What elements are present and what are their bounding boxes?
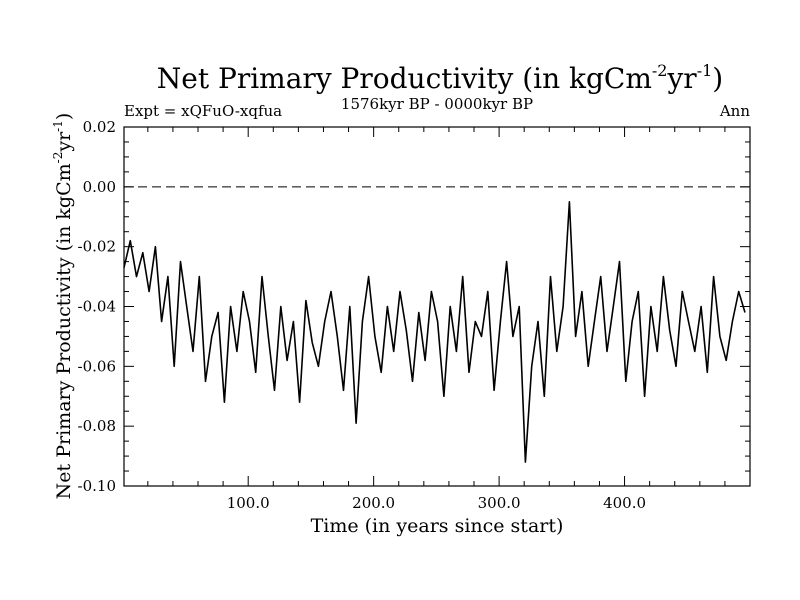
series-line (123, 201, 746, 463)
chart-title-main: Net Primary Productivity (in kgCm (157, 62, 652, 95)
y-tick-label: -0.08 (78, 417, 116, 435)
y-axis-label-exp1: -2 (51, 152, 65, 164)
subtitle-annual: Ann (719, 102, 750, 120)
subtitle-period: 1576kyr BP - 0000kyr BP (341, 95, 533, 113)
y-axis-label-close: ) (53, 113, 75, 120)
subtitle-experiment: Expt = xQFuO-xqfua (124, 102, 282, 120)
chart-title-mid: yr (666, 62, 697, 95)
x-tick-label: 300.0 (478, 494, 521, 512)
y-tick-label: -0.10 (78, 477, 116, 495)
y-axis-label: Net Primary Productivity (in kgCm-2yr-1) (51, 113, 75, 500)
chart-title-close: ) (712, 62, 723, 95)
x-tick-label: 100.0 (227, 494, 270, 512)
x-tick-label: 200.0 (352, 494, 395, 512)
plot-frame (123, 126, 751, 487)
plot-area: 100.0 200.0 300.0 400.0 0.02 0.00 -0.02 -0.04 -0… (78, 118, 751, 512)
y-axis-label-exp2: -1 (51, 120, 65, 132)
y-tick-label: -0.04 (78, 298, 116, 316)
y-tick-label: 0.02 (83, 118, 116, 136)
y-axis-label-main: Net Primary Productivity (in kgCm (53, 163, 75, 499)
y-tick-label: -0.02 (78, 238, 116, 256)
chart-title: Net Primary Productivity (in kgCm-2yr-1) (157, 61, 723, 95)
chart-title-exp2: -1 (697, 61, 713, 80)
x-tick-label: 400.0 (603, 494, 646, 512)
chart-title-exp1: -2 (652, 61, 668, 80)
y-axis-label-mid: yr (53, 131, 75, 153)
x-axis-label: Time (in years since start) (311, 515, 564, 537)
y-tick-label: 0.00 (83, 178, 116, 196)
y-tick-label: -0.06 (78, 357, 116, 375)
